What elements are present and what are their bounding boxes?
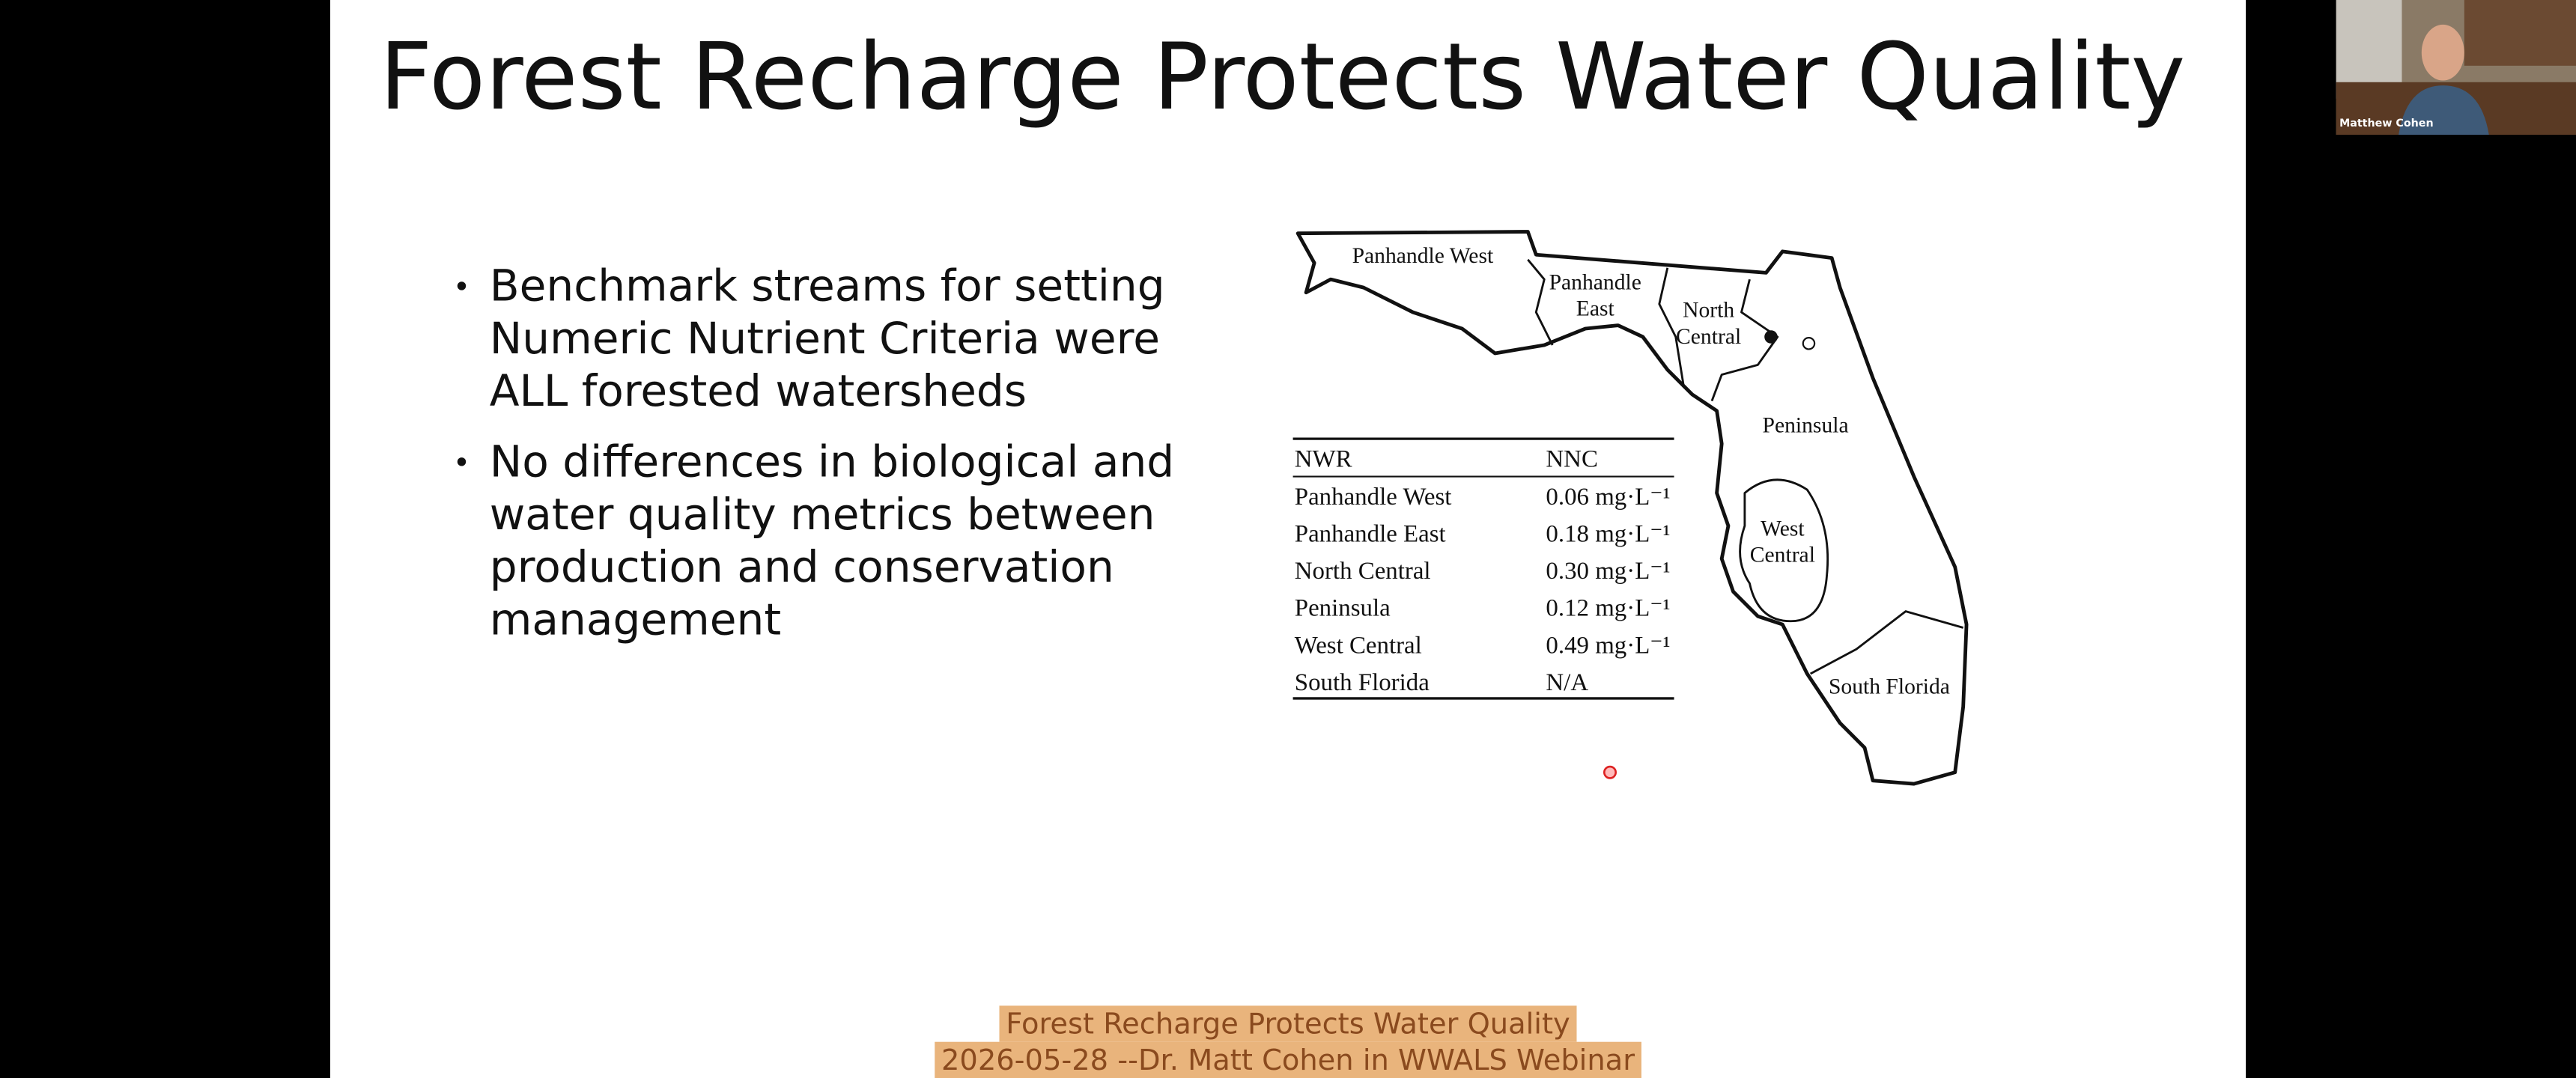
bullet-dot: [457, 281, 467, 290]
region-label: East: [1576, 296, 1615, 320]
laser-pointer: [1603, 765, 1617, 779]
table-header: NWR: [1295, 445, 1352, 472]
table-cell: 0.12 mg·L⁻¹: [1546, 595, 1670, 622]
table-cell: N/A: [1546, 669, 1588, 696]
bullet-text: No differences in biological and: [490, 436, 1174, 487]
table-header: NNC: [1546, 445, 1597, 472]
participant-name: Matthew Cohen: [2339, 118, 2434, 130]
table-cell: 0.30 mg·L⁻¹: [1546, 558, 1670, 585]
table-cell: 0.18 mg·L⁻¹: [1546, 521, 1670, 548]
bullet-text: ALL forested watersheds: [490, 365, 1027, 416]
region-label: South Florida: [1829, 674, 1950, 698]
bullet-text: management: [490, 594, 781, 645]
table-bg: [1292, 435, 1674, 702]
region-border: [1710, 278, 1779, 402]
region-label: Panhandle: [1549, 270, 1641, 294]
webcam: Matthew Cohen: [2336, 0, 2576, 135]
city-dot: [1764, 330, 1778, 344]
bullet-dot: [457, 457, 467, 466]
bullet-text: production and conservation: [490, 541, 1114, 592]
webcam-body: [2399, 85, 2489, 135]
region-border: [1739, 478, 1829, 623]
region-label: Central: [1676, 325, 1741, 349]
webcam-face: [2421, 24, 2464, 81]
region-label: West: [1761, 517, 1805, 541]
region-label: Peninsula: [1763, 413, 1849, 437]
caption-line: 2026-05-28 --Dr. Matt Cohen in WWALS Web…: [941, 1044, 1635, 1077]
table-cell: Panhandle East: [1295, 521, 1446, 548]
florida-outline: [1295, 230, 1969, 786]
webcam-shelf: [2464, 0, 2576, 66]
table-cell: Peninsula: [1295, 595, 1391, 622]
region-label: Panhandle West: [1352, 244, 1494, 268]
caption-bg: [935, 1041, 1641, 1078]
table-cell: 0.49 mg·L⁻¹: [1546, 632, 1670, 659]
florida-map: [1295, 230, 1969, 786]
caption-bg: [999, 1005, 1577, 1042]
bullet-text: Benchmark streams for setting: [490, 261, 1165, 311]
table-cell: North Central: [1295, 558, 1431, 585]
region-label: North: [1683, 299, 1734, 323]
region-label: Central: [1750, 543, 1815, 567]
table-cell: West Central: [1295, 632, 1422, 659]
region-border: [1658, 267, 1686, 389]
city-circle: [1802, 337, 1816, 350]
table-cell: Panhandle West: [1295, 484, 1452, 511]
caption-line: Forest Recharge Protects Water Quality: [1006, 1008, 1570, 1041]
bullet-text: water quality metrics between: [490, 489, 1155, 540]
nnc-table: NWR NNC Panhandle West 0.06 mg·L⁻¹ Panhandle…: [1292, 435, 1674, 702]
table-cell: South Florida: [1295, 669, 1430, 696]
region-border: [1809, 610, 1964, 675]
region-border: [1527, 258, 1554, 346]
caption: Forest Recharge Protects Water Quality20…: [935, 1005, 1641, 1078]
slide-title: Forest Recharge Protects Water Quality: [380, 23, 2186, 130]
table-cell: 0.06 mg·L⁻¹: [1546, 484, 1670, 511]
bullet-text: Numeric Nutrient Criteria were: [490, 313, 1160, 364]
